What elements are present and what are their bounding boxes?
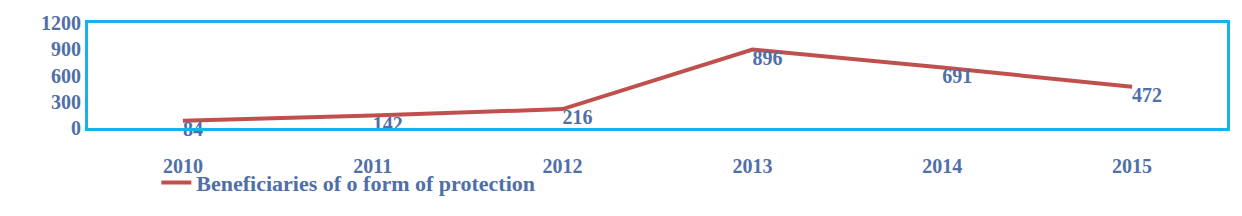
svg-text:2010: 2010 xyxy=(162,155,203,177)
svg-text:2014: 2014 xyxy=(922,155,962,177)
svg-text:142: 142 xyxy=(373,113,403,135)
svg-text:2013: 2013 xyxy=(732,155,772,177)
svg-text:Beneficiaries of o form of pro: Beneficiaries of o form of protection xyxy=(196,171,535,196)
svg-text:1200: 1200 xyxy=(41,12,81,34)
svg-text:896: 896 xyxy=(752,47,782,69)
svg-text:472: 472 xyxy=(1132,84,1162,106)
svg-text:600: 600 xyxy=(51,65,81,87)
svg-text:691: 691 xyxy=(942,65,972,87)
svg-text:2011: 2011 xyxy=(353,155,393,177)
svg-text:84: 84 xyxy=(183,118,203,140)
svg-text:0: 0 xyxy=(71,117,81,139)
svg-text:900: 900 xyxy=(51,38,81,60)
svg-text:2012: 2012 xyxy=(543,155,583,177)
svg-text:2015: 2015 xyxy=(1112,155,1152,177)
svg-text:216: 216 xyxy=(563,106,593,128)
svg-text:300: 300 xyxy=(51,91,81,113)
